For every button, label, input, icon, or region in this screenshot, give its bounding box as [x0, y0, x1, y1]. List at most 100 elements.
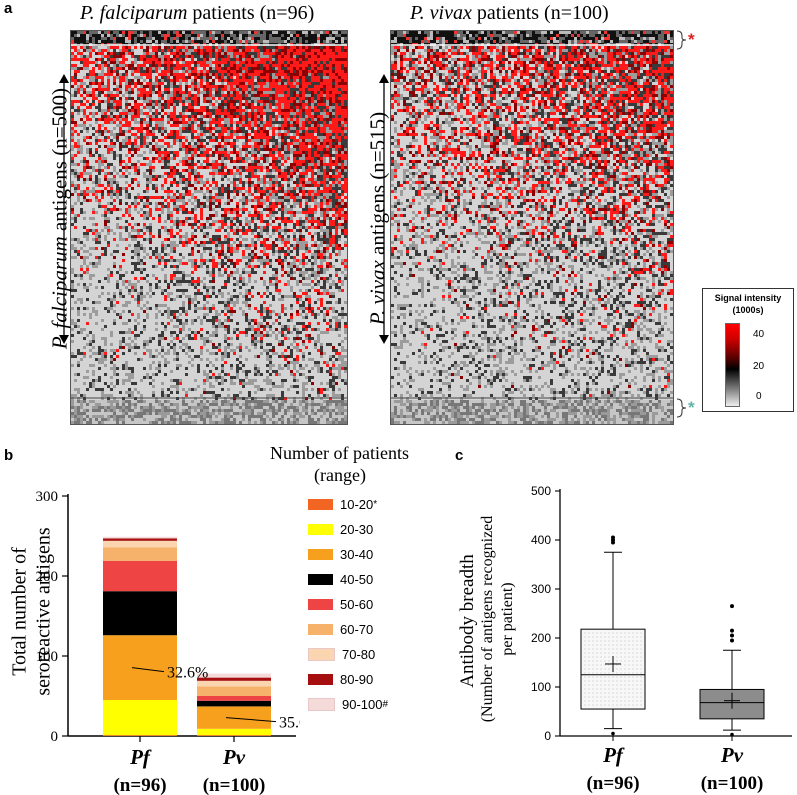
bar-annotation-1: 35.6% [279, 715, 300, 732]
bar-legend-item-3: 40-50 [308, 570, 373, 588]
bar-legend-swatch-5 [308, 623, 333, 635]
box-plot-chart: 0 100 200 300 400 500 Pf (n=96) Pv (n=100) [531, 484, 792, 794]
bar-legend-label-0: 10-20 [340, 496, 374, 512]
box-category-n-1: (n=100) [701, 773, 764, 794]
top-rows-brace [676, 30, 687, 50]
bar-legend-item-2: 30-40 [308, 545, 373, 563]
bar-legend-label-2: 30-40 [340, 546, 374, 562]
bar-ytick-label-0: 0 [51, 729, 59, 745]
box-outlier-0-2 [611, 535, 615, 540]
bar-legend-swatch-7 [308, 673, 333, 685]
bar-legend-swatch-3 [308, 573, 333, 585]
box-low-outlier-0-0 [611, 731, 615, 736]
bar-legend-title: Number of patients [270, 443, 409, 463]
box-outlier-1-1 [730, 633, 734, 638]
bar-legend: Number of patients (range) 10-20 * 20-30 30… [270, 443, 430, 733]
pf-title-species: P. falciparum [80, 2, 188, 24]
pv-heatmap [390, 30, 674, 425]
box-ytick-label-0: 0 [544, 729, 551, 743]
box-ytick-label-4: 400 [531, 533, 551, 547]
bar-legend-item-1: 20-30 [308, 520, 373, 538]
box-category-1: Pv [720, 743, 744, 767]
signal-color-bar [725, 323, 740, 407]
box-ytick-label-5: 500 [531, 484, 551, 498]
pv-range-arrow [379, 74, 389, 344]
signal-tick-40: 40 [753, 329, 765, 340]
bar-category-n-1: (n=100) [203, 775, 266, 795]
bar-seg-pv-7 [197, 677, 271, 681]
bar-legend-item-0: 10-20 * [308, 495, 377, 513]
pv-heatmap-title: P. vivax patients (n=100) [410, 2, 609, 25]
bar-legend-swatch-2 [308, 548, 333, 560]
bar-legend-label-6: 70-80 [342, 646, 376, 662]
box-ytick-label-3: 300 [531, 582, 551, 596]
pf-heatmap-canvas [71, 31, 347, 424]
bar-legend-label-1: 20-30 [340, 521, 374, 537]
bottom-rows-brace [676, 398, 687, 418]
bar-legend-item-5: 60-70 [308, 620, 373, 638]
bar-seg-pf-3 [103, 591, 177, 636]
signal-tick-0: 0 [756, 391, 762, 402]
bar-annotation-0: 32.6% [167, 665, 208, 682]
panel-c-letter: c [455, 447, 464, 464]
bar-seg-pv-4 [197, 696, 271, 701]
bar-annotation-leader-0 [131, 667, 165, 673]
bar-legend-label-8: 90-100 [342, 696, 383, 712]
box-low-outlier-1-0 [730, 732, 734, 737]
teal-star-marker: * [688, 398, 695, 417]
box-outlier-1-2 [730, 628, 734, 633]
pf-heatmap-title: P. falciparum patients (n=96) [80, 2, 314, 25]
signal-legend-title: Signal intensity [714, 293, 782, 303]
bar-annotation-leader-1 [225, 717, 277, 723]
red-star-marker: * [688, 30, 695, 49]
bar-legend-item-8: 90-100 # [308, 695, 388, 713]
bar-legend-swatch-8 [308, 697, 335, 711]
bar-seg-pf-6 [103, 540, 177, 548]
bar-seg-pf-0 [103, 735, 177, 736]
bar-seg-pv-1 [197, 728, 271, 736]
bar-legend-sup-8: # [382, 698, 389, 710]
bar-legend-item-6: 70-80 [308, 645, 375, 663]
bar-legend-item-4: 50-60 [308, 595, 373, 613]
box-outlier-1-0 [730, 638, 734, 643]
box-outlier-1-3 [730, 604, 734, 609]
box-category-0: Pf [602, 743, 625, 767]
pf-range-arrow [59, 74, 69, 344]
pf-heatmap [70, 30, 348, 425]
bar-legend-label-5: 60-70 [340, 621, 374, 637]
bar-seg-pv-3 [197, 700, 271, 707]
box-ylabel-line2: (Number of antigens recognized [479, 515, 496, 723]
bar-ytick-label-1: 100 [36, 649, 59, 665]
bar-legend-label-3: 40-50 [340, 571, 374, 587]
bar-legend-swatch-4 [308, 598, 333, 610]
pf-title-rest: patients (n=96) [192, 2, 315, 24]
bar-ytick-label-3: 300 [36, 490, 59, 505]
pv-heatmap-canvas [391, 31, 673, 424]
stacked-bar-chart: 0 100 200 300 Pf (n=96) Pv (n=100) 32.6% 35.6% [36, 490, 301, 795]
bar-seg-pf-7 [103, 538, 177, 541]
bar-legend-swatch-1 [308, 523, 333, 535]
bar-legend-subtitle: (range) [314, 465, 366, 485]
bar-legend-swatch-0 [308, 498, 333, 510]
pv-title-species: P. vivax [410, 2, 472, 24]
bar-legend-items: 10-20 * 20-30 30-40 40-50 50-60 60-70 70-80 80-9… [308, 495, 428, 725]
panel-a-letter: a [4, 0, 13, 17]
bar-seg-pv-0 [197, 735, 271, 736]
bar-seg-pv-8 [197, 673, 271, 678]
box-ytick-label-1: 100 [531, 680, 551, 694]
bar-legend-swatch-6 [308, 647, 335, 661]
panel-b-letter: b [4, 447, 14, 464]
signal-intensity-legend: Signal intensity (1000s) 40 20 0 [702, 288, 794, 412]
box-category-n-0: (n=96) [586, 773, 639, 794]
bar-seg-pv-2 [197, 706, 271, 729]
signal-legend-subtitle: (1000s) [732, 305, 764, 315]
bar-seg-pf-5 [103, 547, 177, 561]
bar-category-n-0: (n=96) [113, 775, 166, 795]
bar-ytick-label-2: 200 [36, 569, 59, 585]
bar-legend-sup-0: * [373, 498, 378, 510]
bar-seg-pf-4 [103, 560, 177, 592]
bar-category-0: Pf [129, 745, 152, 769]
bar-seg-pf-2 [103, 635, 177, 700]
box-ylabel-line1: Antibody breadth [457, 554, 478, 688]
bar-seg-pv-6 [197, 680, 271, 687]
